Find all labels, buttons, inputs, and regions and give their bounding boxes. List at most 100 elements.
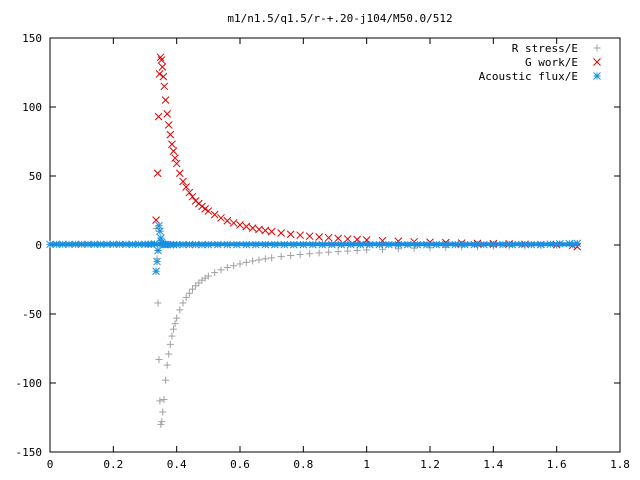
series-acoustic-flux-e: [46, 221, 582, 276]
data-point: [171, 154, 179, 162]
data-point: [217, 214, 225, 222]
data-point: [162, 376, 170, 384]
y-tick-label: -100: [16, 377, 43, 390]
data-point: [152, 216, 160, 225]
data-point: [325, 248, 333, 256]
data-point: [160, 82, 169, 91]
data-point: [154, 299, 162, 307]
data-point: [277, 229, 286, 237]
data-point: [155, 221, 163, 230]
data-point: [296, 251, 304, 259]
legend-label: G work/E: [525, 56, 578, 69]
y-tick-label: -50: [22, 308, 42, 321]
data-point: [230, 262, 238, 270]
x-tick-label: 1.8: [610, 458, 630, 471]
data-point: [210, 210, 219, 219]
legend-label: R stress/E: [512, 42, 578, 55]
data-point: [182, 183, 191, 191]
data-point: [223, 216, 232, 225]
data-point: [159, 72, 168, 81]
legend-marker: [593, 44, 601, 52]
data-point: [175, 169, 184, 178]
data-point: [344, 247, 352, 255]
data-point: [334, 248, 342, 256]
data-point: [343, 235, 352, 243]
data-point: [156, 227, 164, 236]
x-tick-label: 1.2: [420, 458, 440, 471]
data-point: [287, 251, 295, 259]
data-point: [286, 230, 295, 239]
data-point: [242, 258, 250, 266]
data-point: [163, 110, 172, 118]
data-point: [166, 130, 175, 139]
data-point: [163, 361, 171, 369]
data-point: [160, 396, 168, 404]
x-tick-label: 1: [363, 458, 370, 471]
data-point: [179, 299, 187, 307]
data-point: [156, 53, 165, 62]
data-point: [166, 340, 174, 348]
data-point: [171, 320, 179, 328]
data-point: [261, 255, 269, 263]
x-tick-label: 1.4: [483, 458, 503, 471]
data-point: [268, 254, 276, 262]
data-point: [305, 232, 314, 241]
data-point: [261, 226, 270, 235]
y-tick-label: 150: [22, 32, 42, 45]
data-point: [185, 188, 194, 197]
data-point: [153, 169, 162, 178]
series-g-work-e: [152, 53, 582, 251]
data-point: [324, 233, 333, 242]
data-point: [161, 96, 170, 104]
data-point: [155, 356, 163, 364]
data-point: [211, 269, 219, 277]
data-point: [277, 253, 285, 261]
data-point: [242, 222, 251, 231]
data-point: [379, 245, 386, 253]
data-point: [165, 350, 173, 358]
data-point: [315, 233, 324, 241]
data-point: [168, 332, 176, 340]
data-point: [158, 63, 167, 71]
y-tick-label: 0: [35, 239, 42, 252]
data-point: [185, 289, 193, 297]
data-point: [255, 225, 263, 234]
data-point: [154, 246, 162, 255]
data-point: [236, 260, 244, 268]
data-point: [154, 112, 163, 121]
x-tick-label: 0.2: [103, 458, 123, 471]
legend-label: Acoustic flux/E: [479, 70, 578, 83]
data-point: [155, 70, 164, 78]
data-point: [229, 219, 238, 227]
chart-title: m1/n1.5/q1.5/r-+.20-j104/M50.0/512: [227, 12, 452, 25]
tick-marks: 0 0.2 0.4 0.6 0.8 1 1.2 1.4 1.6 1.8 -150 -100 -50 0 50…: [16, 32, 630, 471]
data-point: [152, 267, 160, 276]
data-point: [164, 121, 173, 129]
x-tick-label: 0.6: [230, 458, 250, 471]
x-tick-label: 0.4: [167, 458, 187, 471]
series-r-stress-e: [152, 224, 581, 428]
data-point: [236, 220, 244, 229]
y-tick-label: 50: [29, 170, 42, 183]
data-point: [157, 56, 166, 64]
data-point: [170, 325, 177, 333]
data-point: [188, 192, 197, 201]
data-point: [315, 249, 323, 257]
data-point: [172, 159, 181, 168]
data-point: [248, 224, 257, 232]
x-tick-label: 0.8: [293, 458, 313, 471]
data-point: [169, 147, 178, 156]
data-point: [223, 263, 231, 271]
y-tick-label: 100: [22, 101, 42, 114]
x-tick-label: 1.6: [547, 458, 567, 471]
data-point: [168, 140, 176, 149]
data-point: [217, 266, 225, 274]
data-point: [173, 314, 181, 322]
data-point: [255, 256, 263, 264]
data-point: [306, 250, 314, 258]
y-tick-label: -150: [16, 446, 43, 459]
data-point: [267, 227, 276, 236]
data-point: [204, 207, 213, 215]
